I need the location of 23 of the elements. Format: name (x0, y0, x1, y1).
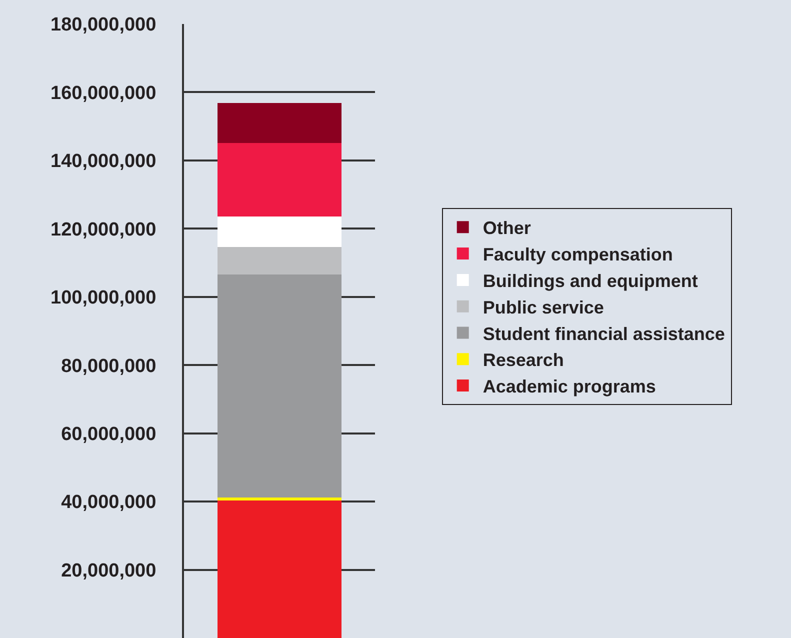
y-tick-label: 100,000,000 (50, 288, 156, 309)
bar (217, 497, 342, 501)
legend-label: Faculty compensation (482, 244, 673, 265)
legend-label: Buildings and equipment (482, 270, 698, 291)
legend-label: Public service (482, 297, 604, 318)
legend-label: Other (482, 218, 531, 238)
legend-label: Student financial assistance (482, 324, 725, 344)
bar (217, 274, 342, 498)
bar (217, 246, 342, 274)
y-tick-label: 60,000,000 (61, 424, 156, 445)
legend-label: Academic programs (482, 376, 656, 397)
y-tick-label: 120,000,000 (50, 219, 156, 240)
bar (217, 500, 342, 638)
y-tick-label: 40,000,000 (61, 492, 156, 514)
bar (217, 103, 342, 144)
bar (217, 143, 342, 217)
y-tick-label: 20,000,000 (61, 560, 156, 582)
y-tick-label: 80,000,000 (61, 356, 156, 377)
y-tick-label: 180,000,000 (50, 14, 156, 36)
y-tick-label: 140,000,000 (50, 151, 156, 172)
y-tick-label: 160,000,000 (50, 82, 156, 104)
legend-label: Research (482, 350, 564, 370)
bar (217, 216, 342, 247)
